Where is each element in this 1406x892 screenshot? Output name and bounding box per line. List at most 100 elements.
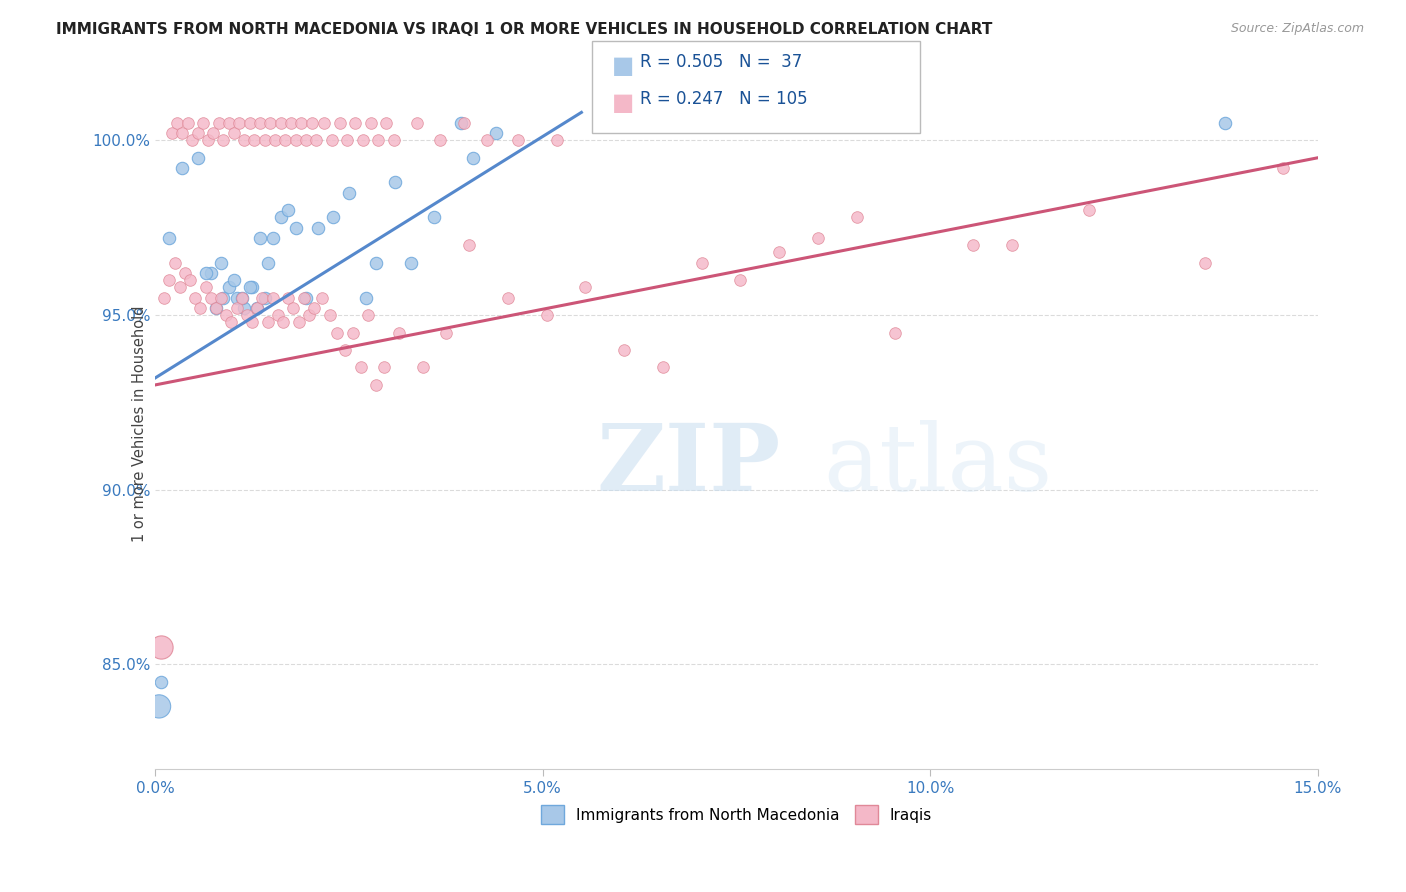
Point (318, 308, 340, 322)
Point (382, 133, 405, 147)
Point (342, 326, 364, 340)
Point (225, 301, 247, 315)
Point (384, 175, 406, 189)
Point (496, 291, 519, 305)
Point (388, 326, 411, 340)
Point (730, 273, 752, 287)
Point (243, 133, 266, 147)
Text: R = 0.505   N =  37: R = 0.505 N = 37 (640, 53, 801, 70)
Point (311, 291, 333, 305)
Point (845, 211, 868, 225)
Point (349, 360, 371, 375)
Point (364, 255, 387, 269)
Point (224, 273, 246, 287)
Point (179, 273, 201, 287)
Text: Source: ZipAtlas.com: Source: ZipAtlas.com (1230, 22, 1364, 36)
Point (357, 308, 380, 322)
Text: R = 0.247   N = 105: R = 0.247 N = 105 (640, 90, 807, 108)
Point (262, 291, 284, 305)
Point (406, 116, 429, 130)
Point (224, 126, 246, 140)
Point (458, 238, 481, 252)
Point (536, 308, 558, 322)
Point (239, 280, 262, 294)
Point (373, 360, 395, 375)
Point (153, 849, 176, 863)
Point (148, 699, 170, 714)
Point (209, 255, 232, 269)
Point (209, 291, 232, 305)
Point (461, 151, 484, 165)
Point (329, 116, 352, 130)
Point (188, 301, 211, 315)
Point (218, 116, 240, 130)
Point (274, 133, 297, 147)
Point (450, 116, 472, 130)
Point (360, 116, 382, 130)
Point (249, 116, 271, 130)
Point (254, 133, 277, 147)
Point (231, 291, 253, 305)
Point (546, 133, 568, 147)
Point (150, 640, 173, 654)
Text: IMMIGRANTS FROM NORTH MACEDONIA VS IRAQI 1 OR MORE VEHICLES IN HOUSEHOLD CORRELA: IMMIGRANTS FROM NORTH MACEDONIA VS IRAQI… (56, 22, 993, 37)
Point (246, 301, 269, 315)
Point (429, 133, 451, 147)
Point (884, 326, 907, 340)
Point (177, 116, 200, 130)
Point (434, 326, 457, 340)
Point (153, 291, 176, 305)
Point (184, 291, 207, 305)
Point (194, 280, 217, 294)
Text: ■: ■ (612, 91, 634, 115)
Point (367, 133, 389, 147)
Point (208, 116, 231, 130)
Point (169, 280, 191, 294)
Point (202, 126, 225, 140)
Point (150, 675, 173, 690)
Point (193, 116, 215, 130)
Point (225, 291, 247, 305)
Point (354, 291, 377, 305)
Point (204, 301, 226, 315)
Point (166, 116, 188, 130)
Point (266, 308, 288, 322)
Point (574, 280, 596, 294)
Point (233, 133, 256, 147)
Point (302, 301, 325, 315)
Point (240, 280, 263, 294)
Point (962, 238, 984, 252)
Point (690, 255, 713, 269)
Point (285, 133, 308, 147)
Point (249, 231, 271, 245)
Point (259, 116, 281, 130)
Point (453, 116, 475, 130)
Point (256, 315, 278, 329)
Point (212, 133, 235, 147)
Legend: Immigrants from North Macedonia, Iraqis: Immigrants from North Macedonia, Iraqis (541, 805, 932, 824)
Point (280, 116, 302, 130)
Point (212, 291, 235, 305)
Point (423, 211, 446, 225)
Point (240, 315, 263, 329)
Point (1213, 116, 1236, 130)
Point (270, 116, 292, 130)
Point (264, 133, 287, 147)
Point (295, 133, 318, 147)
Point (281, 301, 304, 315)
Point (1000, 238, 1022, 252)
Point (352, 133, 374, 147)
Y-axis label: 1 or more Vehicles in Household: 1 or more Vehicles in Household (132, 305, 146, 541)
Point (287, 315, 309, 329)
Point (277, 203, 299, 218)
Point (298, 308, 321, 322)
Point (337, 186, 360, 200)
Point (162, 126, 184, 140)
Point (307, 220, 329, 235)
Point (215, 308, 238, 322)
Point (364, 378, 387, 392)
Point (375, 116, 398, 130)
Point (277, 291, 299, 305)
Point (412, 360, 434, 375)
Point (231, 291, 253, 305)
